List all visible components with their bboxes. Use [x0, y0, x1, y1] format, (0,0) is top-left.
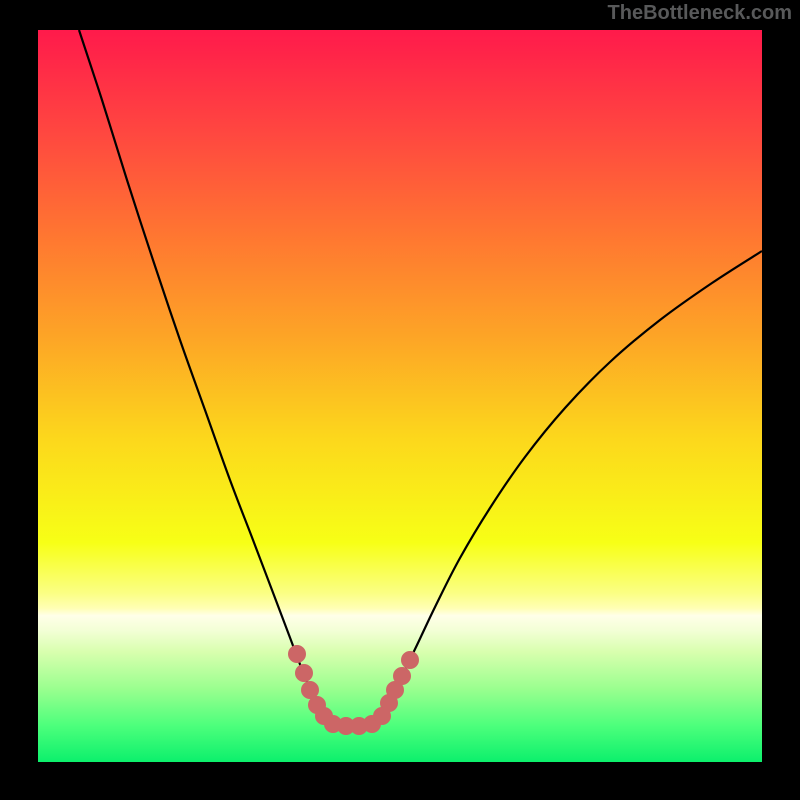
- data-marker: [289, 646, 306, 663]
- data-marker: [394, 668, 411, 685]
- data-marker: [302, 682, 319, 699]
- data-marker: [402, 652, 419, 669]
- bottleneck-curve: [79, 30, 762, 728]
- watermark: TheBottleneck.com: [608, 2, 792, 25]
- data-marker: [296, 665, 313, 682]
- chart-svg: [0, 0, 800, 800]
